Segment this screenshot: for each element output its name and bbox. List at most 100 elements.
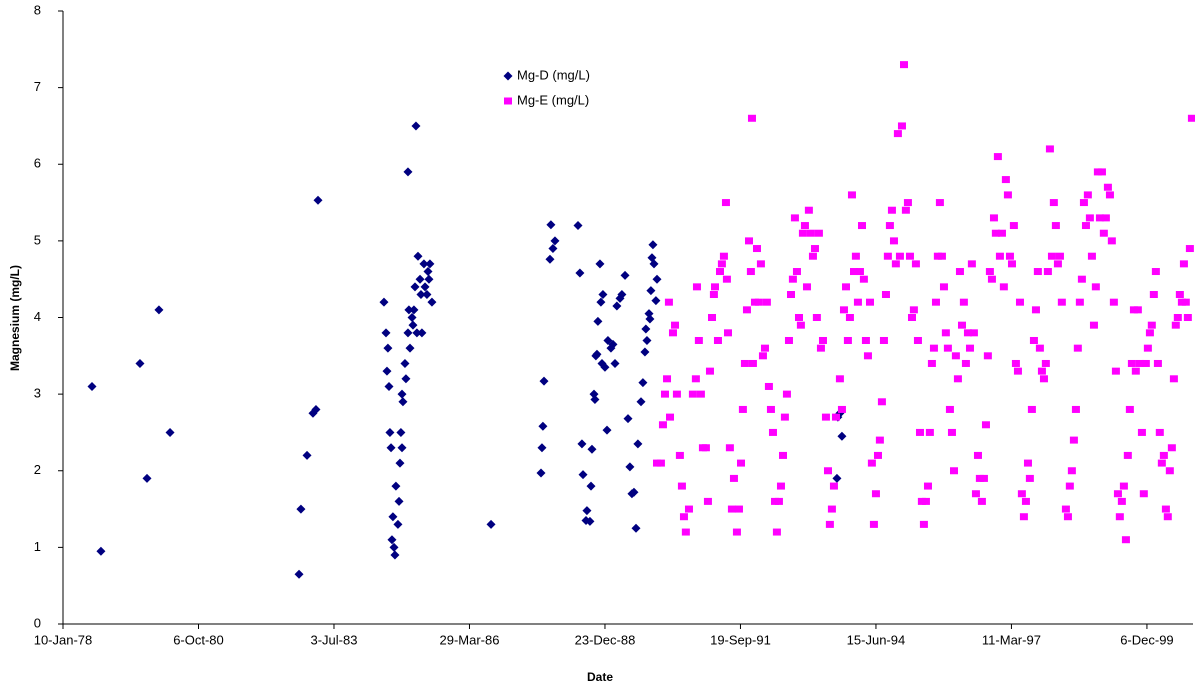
- data-point: [766, 405, 775, 413]
- data-point: [1157, 459, 1166, 467]
- data-point: [675, 451, 684, 459]
- data-point: [1091, 283, 1100, 291]
- data-point: [96, 546, 106, 556]
- data-point: [1113, 490, 1122, 498]
- data-point: [748, 359, 757, 367]
- data-point: [1015, 298, 1024, 306]
- data-point: [649, 259, 659, 269]
- data-point: [688, 390, 697, 398]
- data-point: [1069, 436, 1078, 444]
- data-point: [536, 468, 546, 478]
- data-point: [691, 375, 700, 383]
- data-point: [311, 404, 321, 414]
- data-point: [538, 421, 548, 431]
- data-point: [1047, 252, 1056, 260]
- data-point: [713, 336, 722, 344]
- data-point: [1101, 214, 1110, 222]
- data-point: [388, 512, 398, 522]
- data-point: [548, 244, 558, 254]
- data-point: [851, 252, 860, 260]
- data-point: [993, 153, 1002, 161]
- data-point: [951, 352, 960, 360]
- x-tick-label: 23-Dec-88: [575, 632, 636, 647]
- data-point: [782, 390, 791, 398]
- data-point: [883, 252, 892, 260]
- x-tick-label: 3-Jul-83: [310, 632, 357, 647]
- data-point: [877, 398, 886, 406]
- data-point: [401, 374, 411, 384]
- x-tick-label: 29-Mar-86: [439, 632, 499, 647]
- data-point: [827, 505, 836, 513]
- data-point: [725, 444, 734, 452]
- data-point: [909, 306, 918, 314]
- data-point: [1057, 298, 1066, 306]
- data-point: [927, 359, 936, 367]
- data-point: [586, 481, 596, 491]
- data-point: [1125, 405, 1134, 413]
- data-point: [1033, 268, 1042, 276]
- data-point: [708, 314, 717, 321]
- data-point: [658, 421, 667, 429]
- data-point: [1063, 513, 1072, 521]
- data-point: [947, 428, 956, 436]
- data-point: [853, 298, 862, 306]
- data-point: [593, 316, 603, 326]
- data-point: [810, 245, 819, 253]
- data-point: [931, 298, 940, 306]
- legend-label: Mg-E (mg/L): [517, 92, 589, 107]
- data-point: [915, 428, 924, 436]
- data-point: [829, 482, 838, 490]
- data-point: [598, 290, 608, 300]
- data-point: [1115, 513, 1124, 521]
- data-point: [396, 427, 406, 437]
- data-point: [933, 252, 942, 260]
- data-point: [1013, 367, 1022, 375]
- data-point: [995, 252, 1004, 260]
- data-point: [398, 397, 408, 407]
- data-point: [1111, 367, 1120, 375]
- y-tick-label: 6: [34, 156, 41, 171]
- data-point: [768, 428, 777, 436]
- data-point: [294, 569, 304, 579]
- data-point: [1065, 482, 1074, 490]
- data-point: [1001, 176, 1010, 184]
- data-point: [638, 378, 648, 388]
- data-point: [386, 443, 396, 453]
- data-point: [804, 206, 813, 214]
- data-point: [1181, 298, 1190, 306]
- data-point: [913, 336, 922, 344]
- data-point: [1029, 336, 1038, 344]
- data-point: [663, 375, 672, 383]
- x-tick-label: 15-Jun-94: [847, 632, 906, 647]
- data-point: [1121, 536, 1130, 544]
- data-point: [610, 358, 620, 368]
- data-point: [1071, 405, 1080, 413]
- data-point: [582, 506, 592, 516]
- data-point: [641, 324, 651, 334]
- data-point: [1043, 268, 1052, 276]
- data-point: [991, 229, 1000, 237]
- data-point: [842, 283, 851, 291]
- data-point: [672, 390, 681, 398]
- data-point: [660, 390, 669, 398]
- y-tick-label: 0: [34, 615, 41, 630]
- data-point: [296, 504, 306, 514]
- data-point: [796, 321, 805, 329]
- data-point: [732, 528, 741, 536]
- data-point: [780, 413, 789, 421]
- data-point: [410, 282, 420, 292]
- data-point: [973, 451, 982, 459]
- data-point: [1085, 214, 1094, 222]
- data-point: [798, 229, 807, 237]
- data-point: [1103, 183, 1112, 191]
- data-point: [587, 444, 597, 454]
- data-point: [935, 199, 944, 207]
- data-point: [873, 451, 882, 459]
- data-point: [779, 451, 788, 459]
- data-point: [677, 482, 686, 490]
- data-point: [734, 505, 743, 513]
- data-point: [975, 474, 984, 482]
- data-point: [486, 519, 496, 529]
- data-point: [831, 413, 840, 421]
- data-point: [1133, 306, 1142, 314]
